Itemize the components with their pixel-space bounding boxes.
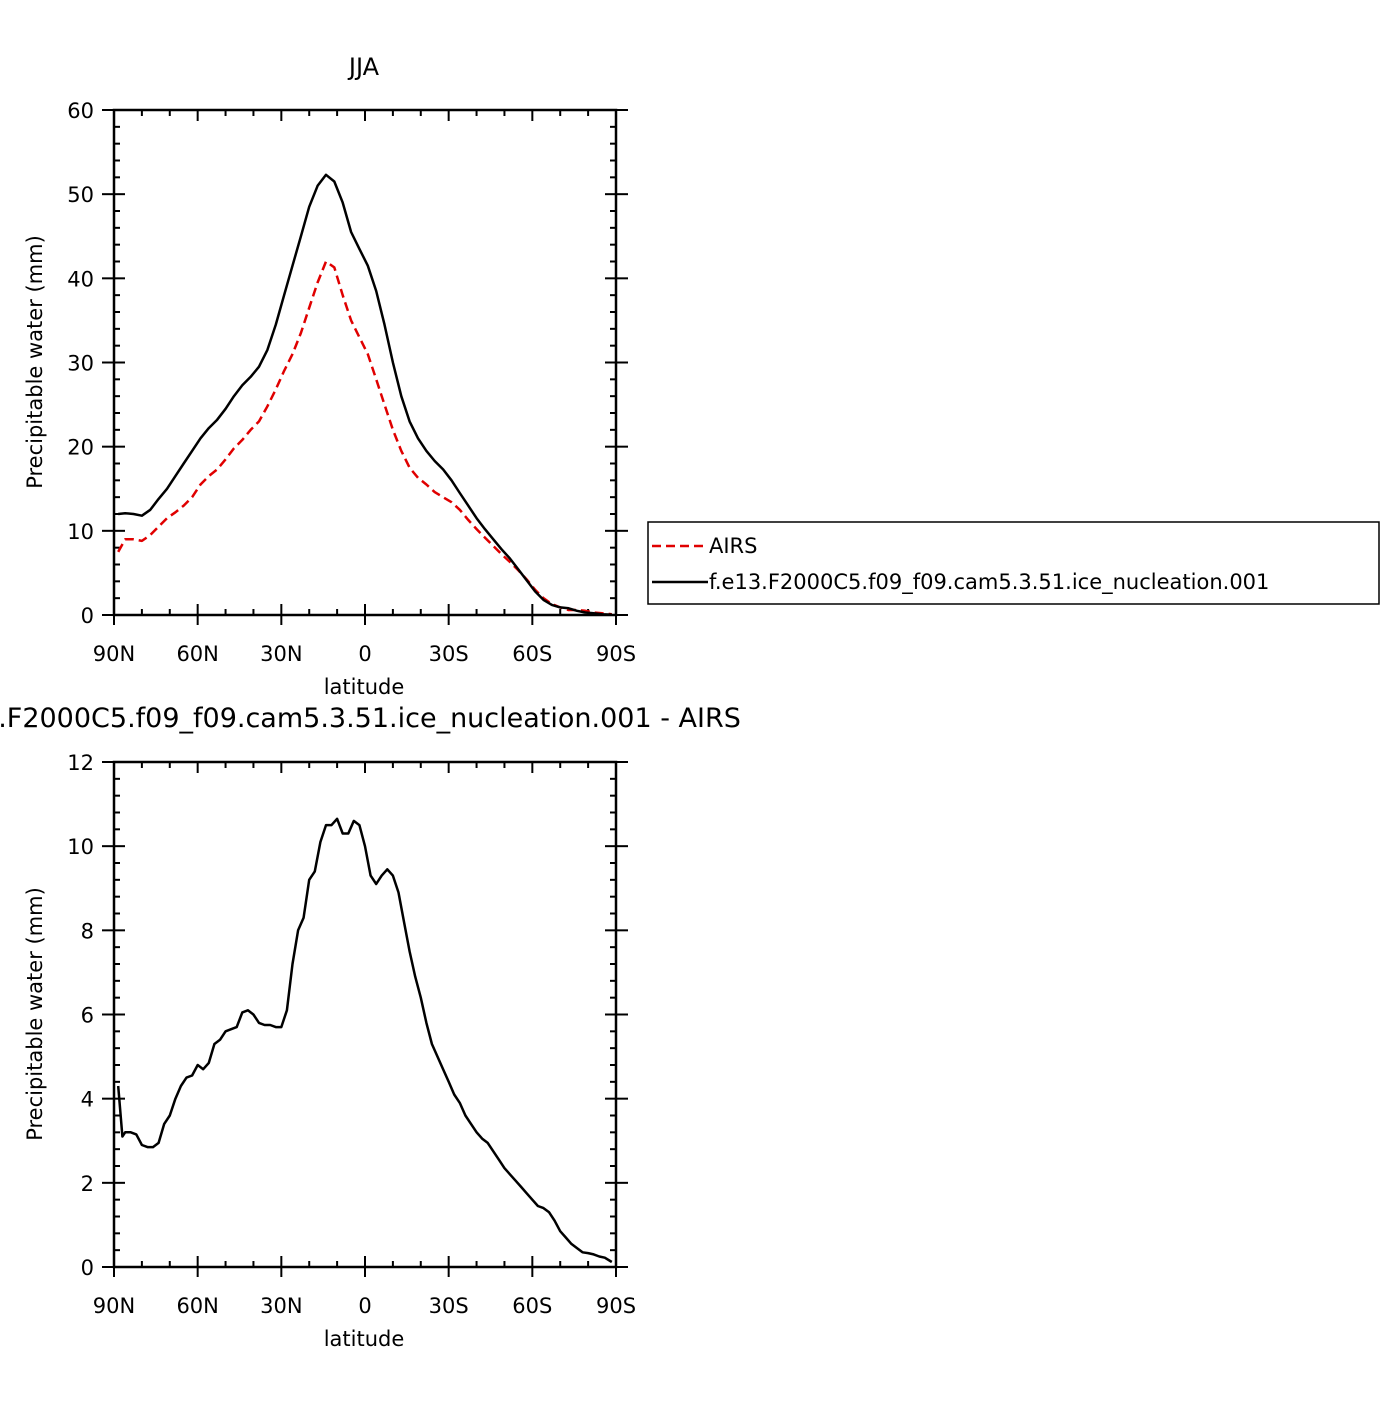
top-chart-y-tick-label: 0 [81,604,94,628]
bottom-chart-y-tick-label: 2 [81,1172,94,1196]
top-chart-x-tick-label: 30S [429,642,469,666]
bottom-chart-x-tick-label: 30S [429,1294,469,1318]
legend-entry-model: f.e13.F2000C5.f09_f09.cam5.3.51.ice_nucl… [709,570,1269,595]
bottom-chart-y-tick-label: 8 [81,919,94,943]
top-chart-x-axis-label: latitude [324,675,405,699]
top-chart-x-tick-label: 60S [512,642,552,666]
bottom-chart-series-line-1 [116,817,613,1264]
bottom-chart-y-tick-label: 10 [67,835,94,859]
top-chart-x-tick-label: 90S [596,642,636,666]
bottom-chart-y-axis-label: Precipitable water (mm) [23,887,47,1141]
top-chart-x-tick-label: 60N [176,642,218,666]
bottom-chart-ticks: 90N 60N 30N 0 30S 60S 90S 0 2 4 6 8 10 12 [67,751,636,1318]
legend-box [647,521,1380,605]
bottom-chart-plot-frame [112,760,618,1269]
top-chart-series-line-1 [117,260,612,616]
top-chart-y-tick-label: 10 [67,520,94,544]
top-chart-y-tick-label: 50 [67,183,94,207]
top-chart: JJA 90N 60N 30N 0 30S 60S 90S 0 10 20 30 40 50 60 lat… [23,53,636,699]
top-chart-y-tick-label: 60 [67,99,94,123]
bottom-chart: f.e13.F2000C5.f09_f09.cam5.3.51.ice_nucl… [0,703,741,1351]
top-chart-x-tick-label: 90N [93,642,135,666]
bottom-chart-x-tick-label: 30N [260,1294,302,1318]
top-chart-series-line-2 [118,173,612,616]
top-chart-ticks: 90N 60N 30N 0 30S 60S 90S 0 10 20 30 40 50 60 [67,99,636,666]
bottom-chart-x-tick-label: 0 [358,1294,371,1318]
bottom-chart-y-tick-label: 0 [81,1256,94,1280]
bottom-chart-x-axis-label: latitude [324,1327,405,1351]
top-chart-y-tick-label: 30 [67,352,94,376]
bottom-chart-title: f.e13.F2000C5.f09_f09.cam5.3.51.ice_nucl… [0,703,741,734]
top-chart-y-axis-label: Precipitable water (mm) [23,235,47,489]
legend: AIRS f.e13.F2000C5.f09_f09.cam5.3.51.ice… [647,521,1380,605]
top-chart-y-tick-label: 40 [67,267,94,291]
top-chart-x-tick-label: 30N [260,642,302,666]
top-chart-title: JJA [347,53,380,81]
bottom-chart-x-tick-label: 60S [512,1294,552,1318]
top-chart-y-tick-label: 20 [67,436,94,460]
legend-entry-airs: AIRS [709,534,757,558]
bottom-chart-y-tick-label: 4 [81,1088,94,1112]
bottom-chart-x-tick-label: 60N [176,1294,218,1318]
bottom-chart-series-group [116,817,613,1264]
top-chart-plot-frame [112,108,618,617]
bottom-chart-y-tick-label: 6 [81,1004,94,1028]
top-chart-series-group [117,173,612,616]
bottom-chart-x-tick-label: 90N [93,1294,135,1318]
bottom-chart-x-tick-label: 90S [596,1294,636,1318]
bottom-chart-y-tick-label: 12 [67,751,94,775]
top-chart-x-tick-label: 0 [358,642,371,666]
